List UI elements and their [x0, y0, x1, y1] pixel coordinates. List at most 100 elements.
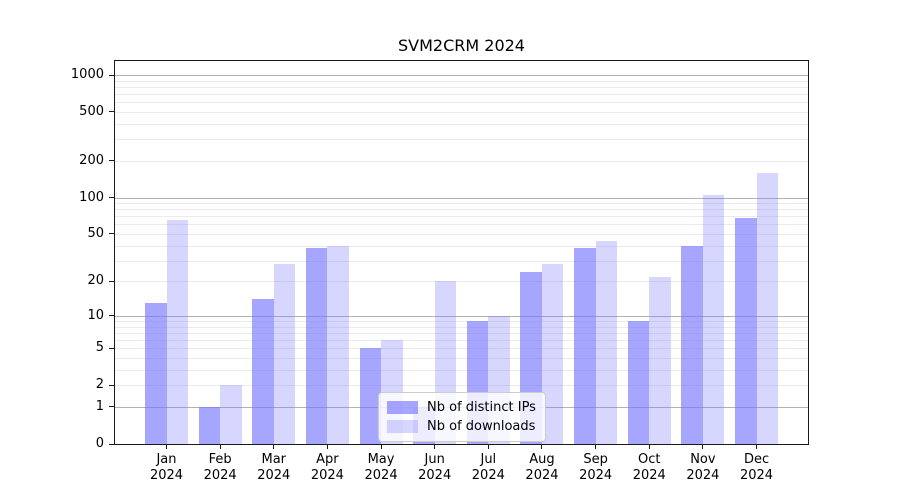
bar-nb-of-downloads-dec [756, 172, 779, 444]
chart-title: SVM2CRM 2024 [398, 36, 525, 55]
gridline-major-100 [115, 197, 808, 199]
gridline-minor-6 [115, 340, 808, 342]
gridline-minor-700 [115, 94, 808, 96]
x-label-month-nov: Nov [690, 452, 716, 467]
legend: Nb of distinct IPs Nb of downloads [378, 392, 546, 442]
x-label-year-dec: 2024 [739, 467, 774, 483]
x-tick-dec [756, 445, 758, 449]
x-tick-label-sep: Sep 2024 [564, 452, 628, 483]
gridline-major-1000 [115, 75, 808, 76]
bar-nb-of-downloads-sep [595, 240, 618, 444]
y-tick-1 [109, 406, 114, 408]
x-tick-label-oct: Oct 2024 [617, 452, 681, 483]
x-tick-label-jun: Jun 2024 [403, 452, 467, 483]
x-label-month-mar: Mar [261, 452, 287, 467]
x-tick-jul [487, 445, 489, 449]
legend-item-downloads: Nb of downloads [387, 419, 537, 434]
y-tick-label-0: 0 [95, 436, 104, 451]
y-tick-200 [109, 160, 114, 162]
x-tick-label-jan: Jan 2024 [135, 452, 199, 483]
gridline-minor-5 [115, 348, 808, 350]
gridline-minor-50 [115, 233, 808, 235]
bar-nb-of-distinct-ips-feb [198, 406, 221, 444]
bar-nb-of-distinct-ips-oct [627, 321, 650, 444]
gridline-minor-2 [115, 385, 808, 387]
gridline-minor-70 [115, 216, 808, 218]
x-tick-mar [273, 445, 275, 449]
gridline-minor-80 [115, 209, 808, 211]
bar-nb-of-downloads-nov [702, 194, 725, 444]
x-label-month-jun: Jun [424, 452, 445, 467]
gridline-minor-90 [115, 203, 808, 205]
x-label-month-oct: Oct [638, 452, 661, 467]
x-label-month-sep: Sep [583, 452, 608, 467]
x-tick-label-nov: Nov 2024 [671, 452, 735, 483]
y-tick-label-20: 20 [87, 273, 104, 289]
bar-nb-of-downloads-jan [166, 220, 188, 444]
gridline-minor-200 [115, 160, 808, 162]
x-label-year-jun: 2024 [418, 467, 452, 483]
x-label-year-apr: 2024 [310, 467, 344, 483]
y-tick-label-100: 100 [79, 189, 104, 205]
gridline-minor-600 [115, 102, 808, 104]
x-tick-label-feb: Feb 2024 [188, 452, 252, 483]
x-tick-label-jul: Jul 2024 [456, 452, 520, 483]
gridline-minor-300 [115, 139, 808, 141]
x-label-year-may: 2024 [364, 467, 398, 483]
plot-area: Nb of distinct IPs Nb of downloads [114, 60, 809, 445]
bar-nb-of-downloads-apr [327, 245, 349, 444]
x-label-year-feb: 2024 [203, 467, 237, 483]
y-tick-label-1: 1 [95, 398, 104, 414]
bar-nb-of-downloads-mar [273, 264, 296, 444]
bar-nb-of-distinct-ips-sep [574, 248, 596, 444]
y-tick-5 [109, 347, 114, 349]
y-tick-1000 [109, 74, 114, 76]
x-label-year-jul: 2024 [471, 467, 505, 483]
y-tick-label-200: 200 [79, 152, 104, 168]
y-tick-500 [109, 111, 114, 113]
gridline-minor-900 [115, 80, 808, 82]
y-tick-2 [109, 384, 114, 386]
gridline-minor-3 [115, 369, 808, 371]
x-label-month-jan: Jan [156, 452, 177, 467]
legend-label-downloads: Nb of downloads [427, 419, 536, 434]
gridline-minor-7 [115, 332, 808, 334]
x-label-month-aug: Aug [529, 452, 555, 467]
bar-nb-of-downloads-aug [541, 264, 564, 444]
gridline-minor-8 [115, 326, 808, 328]
legend-swatch-downloads [387, 420, 418, 433]
bar-nb-of-distinct-ips-may [359, 348, 382, 444]
gridline-minor-30 [115, 260, 808, 262]
x-tick-may [380, 445, 382, 449]
y-tick-10 [109, 315, 114, 317]
y-tick-20 [109, 280, 114, 282]
y-tick-label-5: 5 [95, 340, 104, 356]
x-tick-jan [166, 445, 167, 449]
x-label-month-dec: Dec [743, 452, 770, 467]
bar-nb-of-downloads-feb [220, 385, 242, 444]
x-tick-jun [434, 445, 436, 449]
x-tick-label-dec: Dec 2024 [725, 452, 789, 483]
gridline-minor-400 [115, 123, 808, 125]
bar-nb-of-downloads-oct [649, 276, 671, 444]
x-tick-oct [648, 445, 650, 449]
bar-nb-of-distinct-ips-nov [681, 245, 703, 444]
legend-swatch-distinct-ips [387, 401, 418, 414]
y-tick-0 [109, 443, 114, 445]
x-label-month-feb: Feb [208, 452, 232, 467]
y-tick-50 [109, 233, 114, 235]
x-tick-nov [702, 445, 704, 449]
x-tick-label-may: May 2024 [349, 452, 413, 483]
y-tick-100 [109, 197, 114, 198]
gridline-minor-40 [115, 245, 808, 247]
x-tick-sep [595, 445, 597, 449]
x-label-year-jan: 2024 [149, 467, 184, 483]
x-tick-feb [219, 445, 221, 449]
bar-nb-of-distinct-ips-apr [305, 248, 328, 444]
gridline-minor-60 [115, 224, 808, 226]
legend-label-distinct-ips: Nb of distinct IPs [427, 400, 536, 415]
x-label-year-sep: 2024 [579, 467, 613, 483]
y-tick-label-50: 50 [87, 225, 104, 241]
x-tick-aug [541, 445, 543, 449]
